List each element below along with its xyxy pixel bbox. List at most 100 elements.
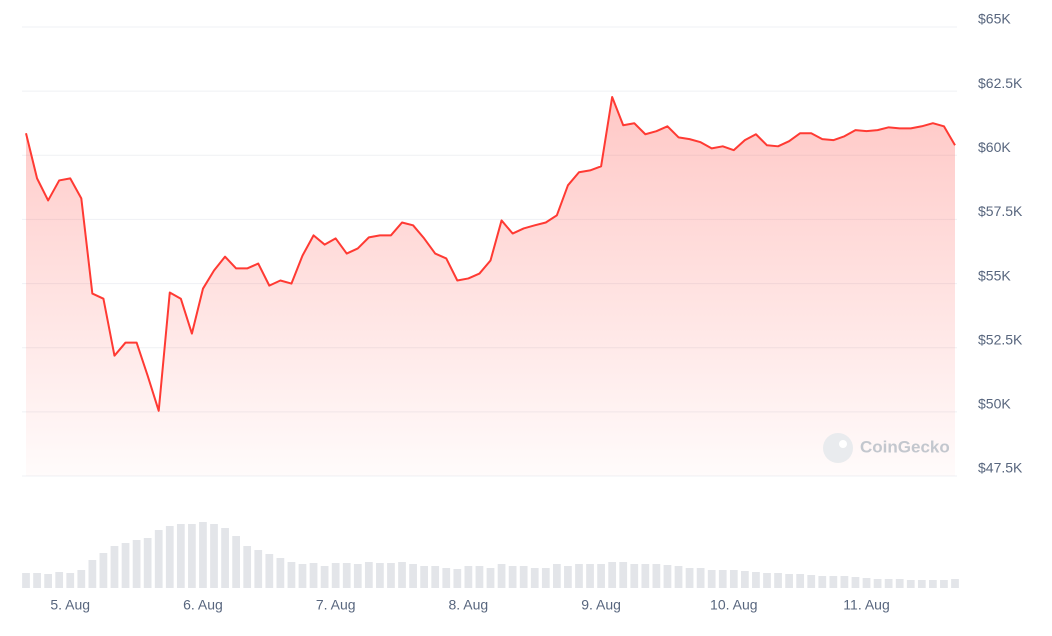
volume-bar: [586, 564, 594, 588]
volume-bar: [895, 579, 904, 588]
volume-bar: [829, 576, 838, 588]
volume-bar: [254, 550, 263, 588]
volume-bar: [431, 566, 440, 588]
volume-bar: [165, 526, 174, 588]
volume-bar: [44, 574, 52, 588]
volume-bar: [376, 563, 384, 588]
volume-bar: [873, 579, 882, 588]
volume-bar: [309, 563, 318, 588]
volume-bar: [718, 570, 727, 588]
volume-bar: [276, 558, 285, 588]
y-tick-label: $50K: [978, 396, 1011, 412]
volume-bar: [199, 522, 207, 588]
watermark-logo: [823, 433, 853, 463]
y-tick-label: $60K: [978, 139, 1011, 155]
volume-bar: [154, 530, 163, 588]
volume-bar: [641, 564, 650, 588]
volume-bar: [298, 564, 307, 588]
volume-bar: [785, 574, 793, 588]
volume-bar: [940, 580, 948, 588]
volume-bar: [77, 570, 86, 588]
x-tick-label: 5. Aug: [50, 597, 90, 613]
volume-bar: [210, 524, 218, 588]
x-tick-label: 7. Aug: [316, 597, 356, 613]
volume-bar: [763, 573, 771, 588]
volume-bar: [951, 579, 959, 588]
volume-bar: [132, 540, 141, 588]
watermark-text: CoinGecko: [860, 437, 950, 456]
volume-bar: [221, 528, 229, 588]
price-area: [26, 97, 955, 476]
volume-bar: [486, 568, 495, 588]
volume-bar: [707, 570, 716, 588]
volume-bar: [840, 576, 849, 588]
volume-bar: [674, 566, 683, 588]
volume-bar: [409, 564, 417, 588]
y-tick-label: $62.5K: [978, 75, 1023, 91]
volume-bar: [464, 566, 473, 588]
price-line: [25, 96, 956, 412]
volume-bar: [99, 553, 108, 588]
volume-bar: [442, 568, 451, 588]
y-tick-label: $52.5K: [978, 331, 1023, 347]
volume-bar: [851, 577, 860, 588]
volume-bar: [475, 566, 484, 588]
volume-bar: [652, 564, 661, 588]
volume-bar: [530, 568, 539, 588]
volume-bar: [110, 546, 119, 588]
y-tick-label: $55K: [978, 267, 1011, 283]
volume-bar: [740, 571, 749, 588]
x-tick-label: 6. Aug: [183, 597, 223, 613]
volume-bar: [265, 554, 274, 588]
volume-bar: [176, 524, 185, 588]
x-tick-label: 11. Aug: [843, 597, 889, 613]
volume-bar: [508, 566, 517, 588]
volume-bar: [552, 564, 561, 588]
volume-bar: [243, 546, 252, 588]
x-tick-label: 8. Aug: [449, 597, 489, 613]
volume-bar: [929, 580, 937, 588]
volume-bar: [818, 576, 827, 588]
volume-bar: [320, 566, 329, 588]
volume-bar: [66, 573, 75, 588]
volume-bar: [88, 560, 97, 588]
y-tick-label: $47.5K: [978, 460, 1023, 476]
volume-bar: [796, 574, 805, 588]
volume-bar: [619, 562, 628, 588]
y-tick-label: $65K: [978, 11, 1011, 27]
volume-bar: [663, 565, 672, 588]
volume-bar: [541, 568, 550, 588]
volume-bar: [55, 572, 64, 588]
volume-bar: [387, 563, 395, 588]
volume-bar: [774, 573, 782, 588]
volume-bar: [188, 524, 196, 588]
volume-bar: [420, 566, 429, 588]
volume-bar: [729, 570, 738, 588]
volume-bar: [33, 573, 41, 588]
volume-bar: [143, 538, 152, 588]
x-tick-label: 10. Aug: [710, 597, 758, 613]
volume-bar: [342, 563, 351, 588]
volume-bar: [597, 564, 605, 588]
x-tick-label: 9. Aug: [581, 597, 621, 613]
volume-bar: [519, 566, 528, 588]
volume-bar: [575, 564, 583, 588]
volume-bar: [917, 580, 926, 588]
volume-bar: [564, 566, 572, 588]
volume-bar: [630, 564, 639, 588]
watermark-logo-eye: [839, 440, 847, 448]
volume-bar: [232, 536, 241, 588]
volume-bar: [906, 580, 915, 588]
volume-bar: [685, 568, 694, 588]
volume-bar: [862, 578, 871, 588]
volume-bar: [696, 568, 705, 588]
volume-bar: [287, 562, 296, 588]
watermark: CoinGecko: [823, 433, 950, 463]
volume-bar: [453, 569, 462, 588]
volume-bar: [331, 563, 340, 588]
volume-bar: [353, 564, 362, 588]
volume-bar: [497, 564, 506, 588]
volume-bar: [364, 562, 373, 588]
volume-bar: [884, 579, 893, 588]
